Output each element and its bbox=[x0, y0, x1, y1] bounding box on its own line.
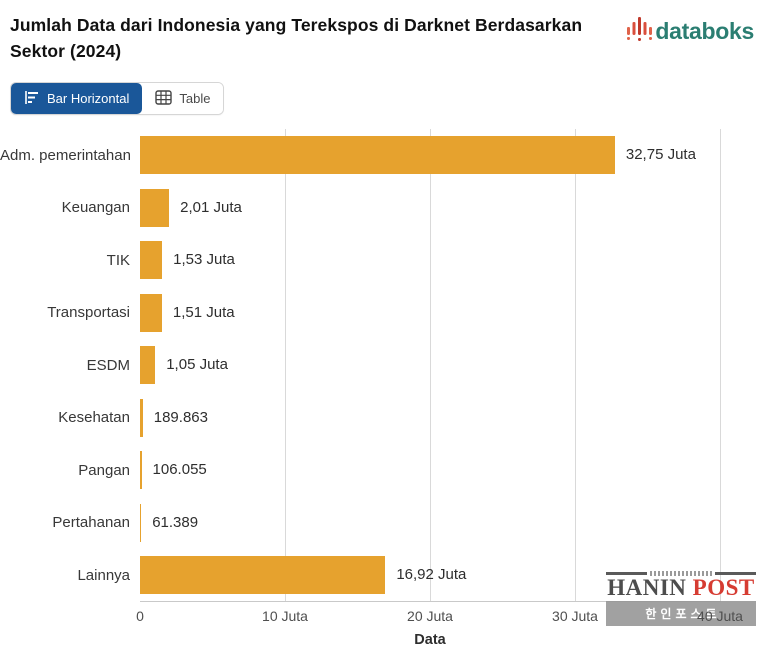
bar-horizontal-label: Bar Horizontal bbox=[47, 91, 130, 106]
bar-track: 16,92 Juta bbox=[140, 556, 720, 595]
bar[interactable] bbox=[140, 346, 156, 385]
value-label: 1,53 Juta bbox=[173, 251, 235, 269]
x-tick-label: 20 Juta bbox=[407, 608, 453, 624]
category-label: Transportasi bbox=[47, 304, 130, 322]
bar[interactable] bbox=[140, 398, 143, 437]
page-title: Jumlah Data dari Indonesia yang Terekspo… bbox=[10, 15, 583, 61]
x-tick-label: 30 Juta bbox=[552, 608, 598, 624]
value-label: 61.389 bbox=[152, 513, 199, 531]
haninpost-watermark: HANIN POST 한인포스트 bbox=[606, 570, 756, 626]
chart-row: TIK 1,53 Juta bbox=[0, 234, 768, 287]
bar-track: 61.389 bbox=[140, 503, 720, 542]
gridline bbox=[285, 129, 286, 602]
chart-row: ESDM 1,05 Juta bbox=[0, 339, 768, 392]
table-label: Table bbox=[179, 91, 211, 106]
value-label: 32,75 Juta bbox=[625, 146, 696, 164]
chart-row: Keuangan 2,01 Juta bbox=[0, 182, 768, 235]
x-tick-label: 0 bbox=[136, 608, 144, 624]
gridlines bbox=[140, 129, 721, 602]
category-label: Adm. pemerintahan bbox=[0, 146, 131, 164]
category-label: Pertahanan bbox=[52, 514, 130, 532]
watermark-korean-band: 한인포스트 bbox=[606, 601, 756, 626]
chart-row: Pertahanan 61.389 bbox=[0, 497, 768, 550]
watermark-title: HANIN POST bbox=[606, 576, 756, 600]
databoks-wordmark: databoks bbox=[655, 18, 754, 44]
bar[interactable] bbox=[140, 188, 170, 227]
gridline bbox=[575, 129, 576, 602]
value-label: 106.055 bbox=[152, 461, 207, 479]
chart-row: Pangan 106.055 bbox=[0, 444, 768, 497]
table-button[interactable]: Table bbox=[142, 83, 224, 114]
bar-track: 2,01 Juta bbox=[140, 188, 720, 227]
bar[interactable] bbox=[140, 451, 142, 490]
gridline bbox=[720, 129, 721, 602]
value-label: 2,01 Juta bbox=[180, 198, 242, 216]
bar[interactable] bbox=[140, 241, 163, 280]
watermark-hanin-text: HANIN bbox=[607, 575, 687, 600]
gridline bbox=[430, 129, 431, 602]
value-label: 189.863 bbox=[153, 408, 208, 426]
bar-chart: Adm. pemerintahan 32,75 Juta Keuangan 2,01 … bbox=[0, 129, 768, 648]
category-label: Lainnya bbox=[77, 566, 130, 584]
databoks-logo: databoks bbox=[626, 15, 754, 48]
bar-track: 1,51 Juta bbox=[140, 293, 720, 332]
category-label: Keuangan bbox=[61, 199, 130, 217]
x-axis-title: Data bbox=[414, 632, 446, 648]
category-label: ESDM bbox=[86, 356, 130, 374]
category-label: Pangan bbox=[78, 461, 130, 479]
bar-track: 189.863 bbox=[140, 398, 720, 437]
x-axis: 0 10 Juta 20 Juta 30 Juta 40 Juta bbox=[136, 601, 743, 627]
value-label: 1,05 Juta bbox=[166, 356, 228, 374]
watermark-masthead-rule bbox=[606, 570, 756, 576]
view-toggle-group: Bar Horizontal Table bbox=[10, 82, 225, 115]
bar-track: 1,05 Juta bbox=[140, 346, 720, 385]
bar[interactable] bbox=[140, 556, 386, 595]
bar-track: 106.055 bbox=[140, 451, 720, 490]
x-tick-label: 10 Juta bbox=[262, 608, 308, 624]
bar[interactable] bbox=[140, 293, 162, 332]
chart-rows: Adm. pemerintahan 32,75 Juta Keuangan 2,01 … bbox=[0, 129, 768, 602]
bar-horizontal-icon bbox=[24, 90, 40, 108]
bar-horizontal-button[interactable]: Bar Horizontal bbox=[11, 83, 143, 114]
chart-row: Adm. pemerintahan 32,75 Juta bbox=[0, 129, 768, 182]
chart-row: Lainnya 16,92 Juta bbox=[0, 549, 768, 602]
chart-row: Transportasi 1,51 Juta bbox=[0, 287, 768, 340]
value-label: 16,92 Juta bbox=[396, 566, 467, 584]
table-icon bbox=[155, 89, 173, 108]
bar-track: 1,53 Juta bbox=[140, 241, 720, 280]
bar-track: 32,75 Juta bbox=[140, 136, 720, 175]
chart-row: Kesehatan 189.863 bbox=[0, 392, 768, 445]
value-label: 1,51 Juta bbox=[172, 303, 235, 321]
bar[interactable] bbox=[140, 503, 142, 542]
bar[interactable] bbox=[140, 136, 615, 175]
watermark-post-text: POST bbox=[692, 575, 755, 600]
category-label: Kesehatan bbox=[58, 409, 130, 427]
x-tick-label: 40 Juta bbox=[697, 608, 743, 624]
category-label: TIK bbox=[106, 251, 130, 269]
databoks-pulse-icon bbox=[626, 15, 653, 48]
